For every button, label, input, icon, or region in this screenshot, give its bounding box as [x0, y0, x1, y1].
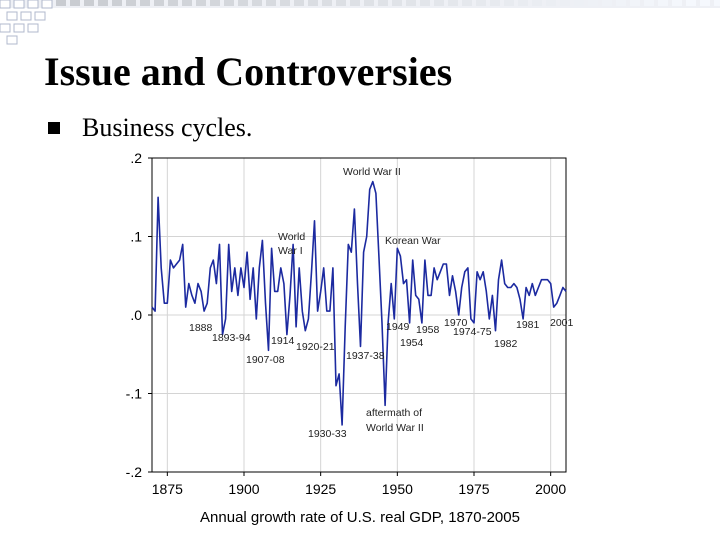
annotation-label: aftermath of	[366, 407, 422, 419]
annotation-label: 1974-75	[453, 326, 492, 338]
x-tick-label: 1950	[382, 481, 413, 497]
bullet-text: Business cycles.	[82, 113, 253, 142]
annotation-label: 1970	[444, 317, 468, 329]
annotation-label: 1930-33	[308, 428, 347, 440]
square-bullet-icon	[48, 122, 60, 134]
x-tick-label: 1975	[458, 481, 489, 497]
bullet-item: Business cycles.	[44, 110, 252, 146]
annotation-label: 2001	[550, 317, 574, 329]
x-tick-label: 1875	[152, 481, 183, 497]
x-axis: 1875 1900 1925 1950 1975 2000	[152, 472, 566, 497]
annotation-label: War I	[278, 245, 303, 257]
annotation-label: 1907-08	[246, 354, 285, 366]
y-tick-label: .1	[130, 229, 142, 245]
annotation-label: 1888	[189, 322, 213, 334]
annotation-label: Korean War	[385, 235, 441, 247]
y-tick-label: .2	[130, 150, 142, 166]
x-tick-label: 1925	[305, 481, 336, 497]
annotation-label: 1914	[271, 335, 295, 347]
annotation-label: 1981	[516, 319, 540, 331]
decorative-header-pattern	[0, 0, 720, 45]
annotation-label: 1920-21	[296, 341, 335, 353]
annotation-label: 1982	[494, 338, 518, 350]
annotation-label: 1958	[416, 324, 440, 336]
annotations: World War II World War I Korean War 18881893…	[189, 166, 574, 440]
annotation-label: World War II	[366, 422, 424, 434]
x-tick-label: 1900	[228, 481, 259, 497]
annotation-label: 1937-38	[346, 350, 385, 362]
x-tick-label: 2000	[535, 481, 566, 497]
y-axis: .2 .1 .0 -.1 -.2	[126, 150, 152, 480]
y-tick-label: .0	[130, 307, 142, 323]
annotation-label: 1954	[400, 337, 424, 349]
annotation-label: World War II	[343, 166, 401, 178]
slide-title: Issue and Controversies	[44, 49, 453, 94]
annotation-label: 1949	[386, 321, 410, 333]
gdp-growth-line	[151, 180, 567, 426]
annotation-label: 1893-94	[212, 332, 251, 344]
y-tick-label: -.1	[126, 386, 143, 402]
chart-title: Annual growth rate of U.S. real GDP, 187…	[200, 509, 520, 526]
annotation-label: World	[278, 231, 305, 243]
y-tick-label: -.2	[126, 464, 143, 480]
